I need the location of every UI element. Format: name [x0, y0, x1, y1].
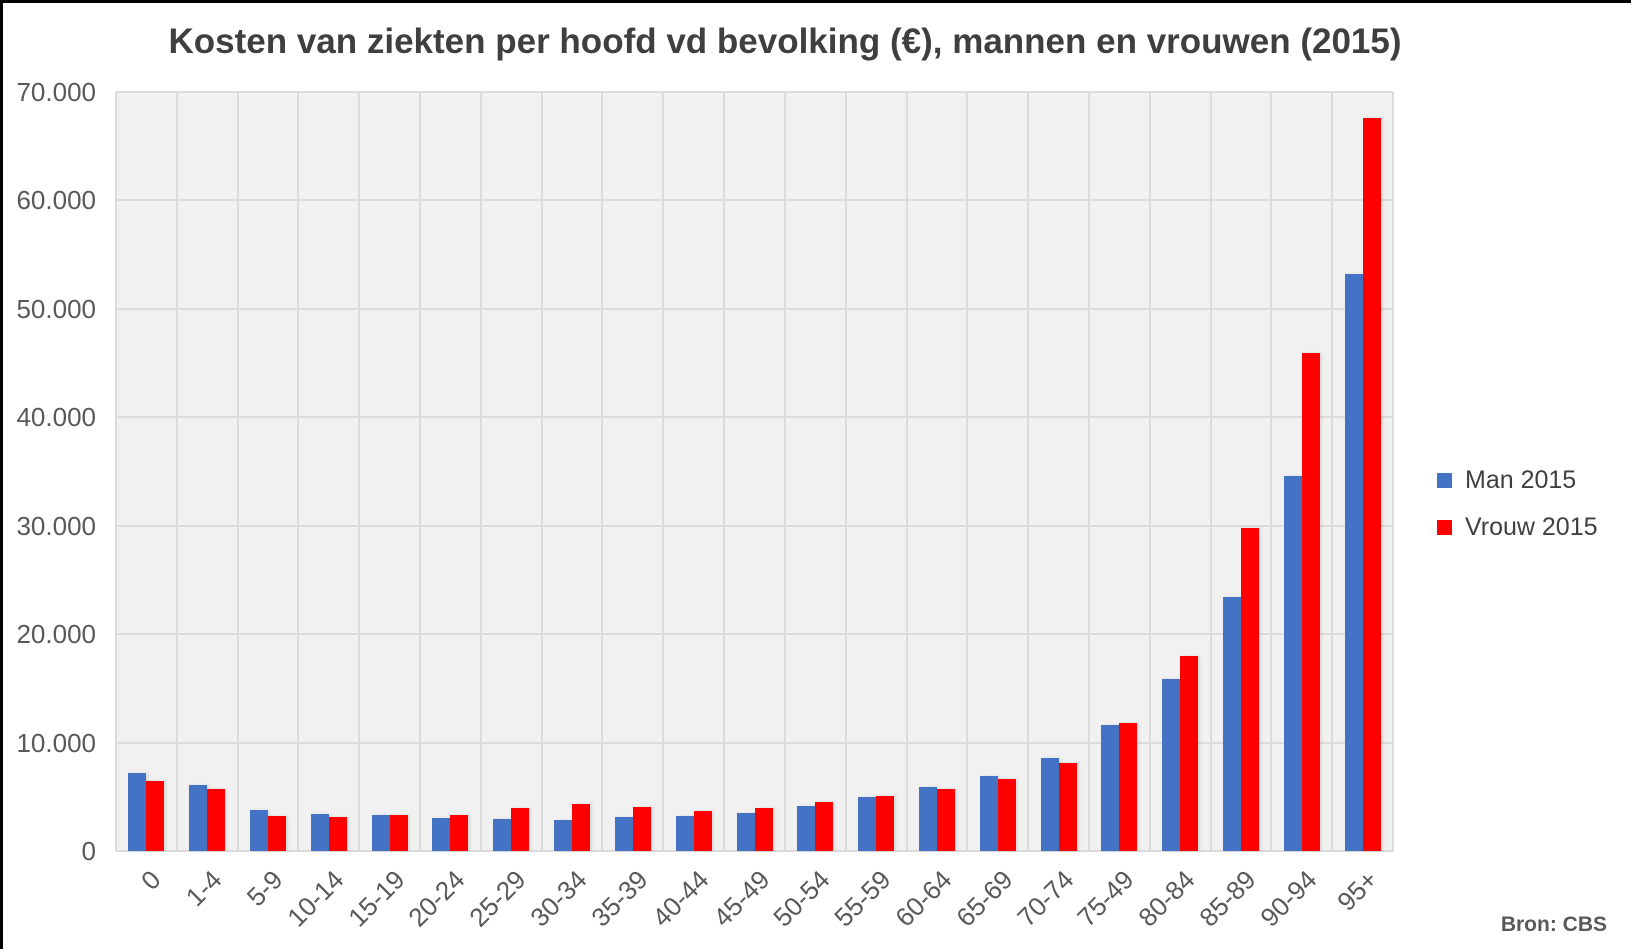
bar-man-75-49 [1101, 725, 1119, 851]
gridline-vertical [419, 92, 421, 851]
y-axis-label: 30.000 [16, 511, 96, 541]
gridline-horizontal [116, 416, 1393, 418]
gridline-vertical [480, 92, 482, 851]
bar-man-70-74 [1041, 758, 1059, 851]
bar-man-35-39 [615, 817, 633, 851]
legend-item: Vrouw 2015 [1437, 515, 1598, 540]
gridline-vertical [176, 92, 178, 851]
gridline-vertical [966, 92, 968, 851]
bar-man-30-34 [554, 820, 572, 851]
legend-swatch-icon [1437, 473, 1452, 488]
bar-vrouw-1-4 [207, 789, 225, 851]
bar-vrouw-40-44 [694, 811, 712, 851]
bar-man-80-84 [1162, 679, 1180, 851]
gridline-horizontal [116, 850, 1393, 852]
gridline-vertical [1149, 92, 1151, 851]
gridline-vertical [1088, 92, 1090, 851]
gridline-horizontal [116, 633, 1393, 635]
legend-label: Man 2015 [1465, 466, 1577, 494]
chart-title: Kosten van ziekten per hoofd vd bevolkin… [168, 22, 1402, 61]
legend-item: Man 2015 [1437, 468, 1598, 493]
y-axis-label: 40.000 [16, 402, 96, 432]
screenshot-border-left [0, 0, 3, 949]
bar-man-10-14 [311, 814, 329, 851]
bar-vrouw-95+ [1363, 118, 1381, 851]
y-axis-label: 10.000 [16, 728, 96, 758]
plot-area [115, 91, 1394, 852]
bar-vrouw-5-9 [268, 816, 286, 851]
bar-man-60-64 [919, 787, 937, 851]
gridline-horizontal [116, 91, 1393, 93]
bar-man-65-69 [980, 776, 998, 851]
gridline-vertical [784, 92, 786, 851]
bar-vrouw-90-94 [1302, 353, 1320, 851]
legend-label: Vrouw 2015 [1465, 513, 1598, 541]
legend-swatch-icon [1437, 520, 1452, 535]
bar-man-55-59 [858, 797, 876, 851]
y-axis-label: 0 [81, 836, 96, 866]
bar-vrouw-10-14 [329, 817, 347, 851]
y-axis-label: 20.000 [16, 619, 96, 649]
gridline-vertical [906, 92, 908, 851]
bar-vrouw-50-54 [815, 802, 833, 851]
gridline-horizontal [116, 308, 1393, 310]
y-axis-label: 50.000 [16, 294, 96, 324]
legend: Man 2015 Vrouw 2015 [1437, 468, 1598, 540]
bar-vrouw-60-64 [937, 789, 955, 851]
bar-vrouw-20-24 [450, 815, 468, 851]
bar-vrouw-0 [146, 781, 164, 851]
gridline-horizontal [116, 525, 1393, 527]
gridline-vertical [723, 92, 725, 851]
gridline-vertical [237, 92, 239, 851]
source-note: Bron: CBS [1500, 913, 1607, 936]
bar-vrouw-70-74 [1059, 763, 1077, 851]
bar-man-5-9 [250, 810, 268, 851]
gridline-vertical [541, 92, 543, 851]
bar-vrouw-35-39 [633, 807, 651, 851]
bar-vrouw-45-49 [755, 808, 773, 851]
bar-man-15-19 [372, 815, 390, 851]
bar-vrouw-65-69 [998, 779, 1016, 851]
bar-man-50-54 [797, 806, 815, 851]
bar-man-25-29 [493, 819, 511, 851]
bar-vrouw-80-84 [1180, 656, 1198, 851]
gridline-vertical [1210, 92, 1212, 851]
gridline-horizontal [116, 742, 1393, 744]
bar-man-95+ [1345, 274, 1363, 851]
bar-vrouw-30-34 [572, 804, 590, 851]
bar-man-90-94 [1284, 476, 1302, 851]
bar-man-40-44 [676, 816, 694, 851]
gridline-vertical [1027, 92, 1029, 851]
gridline-vertical [845, 92, 847, 851]
screenshot-border-top [0, 0, 1631, 3]
gridline-vertical [662, 92, 664, 851]
gridline-vertical [297, 92, 299, 851]
bar-vrouw-85-89 [1241, 528, 1259, 851]
bar-vrouw-15-19 [390, 815, 408, 851]
bar-vrouw-75-49 [1119, 723, 1137, 851]
bar-man-85-89 [1223, 597, 1241, 851]
gridline-horizontal [116, 199, 1393, 201]
y-axis-label: 60.000 [16, 185, 96, 215]
gridline-vertical [601, 92, 603, 851]
bar-vrouw-55-59 [876, 796, 894, 851]
bar-man-45-49 [737, 813, 755, 851]
bar-vrouw-25-29 [511, 808, 529, 851]
y-axis-label: 70.000 [16, 77, 96, 107]
gridline-vertical [1270, 92, 1272, 851]
bar-man-20-24 [432, 818, 450, 851]
gridline-vertical [115, 92, 117, 851]
bar-man-0 [128, 773, 146, 851]
gridline-vertical [358, 92, 360, 851]
bar-man-1-4 [189, 785, 207, 851]
gridline-vertical [1331, 92, 1333, 851]
gridline-vertical [1392, 92, 1394, 851]
